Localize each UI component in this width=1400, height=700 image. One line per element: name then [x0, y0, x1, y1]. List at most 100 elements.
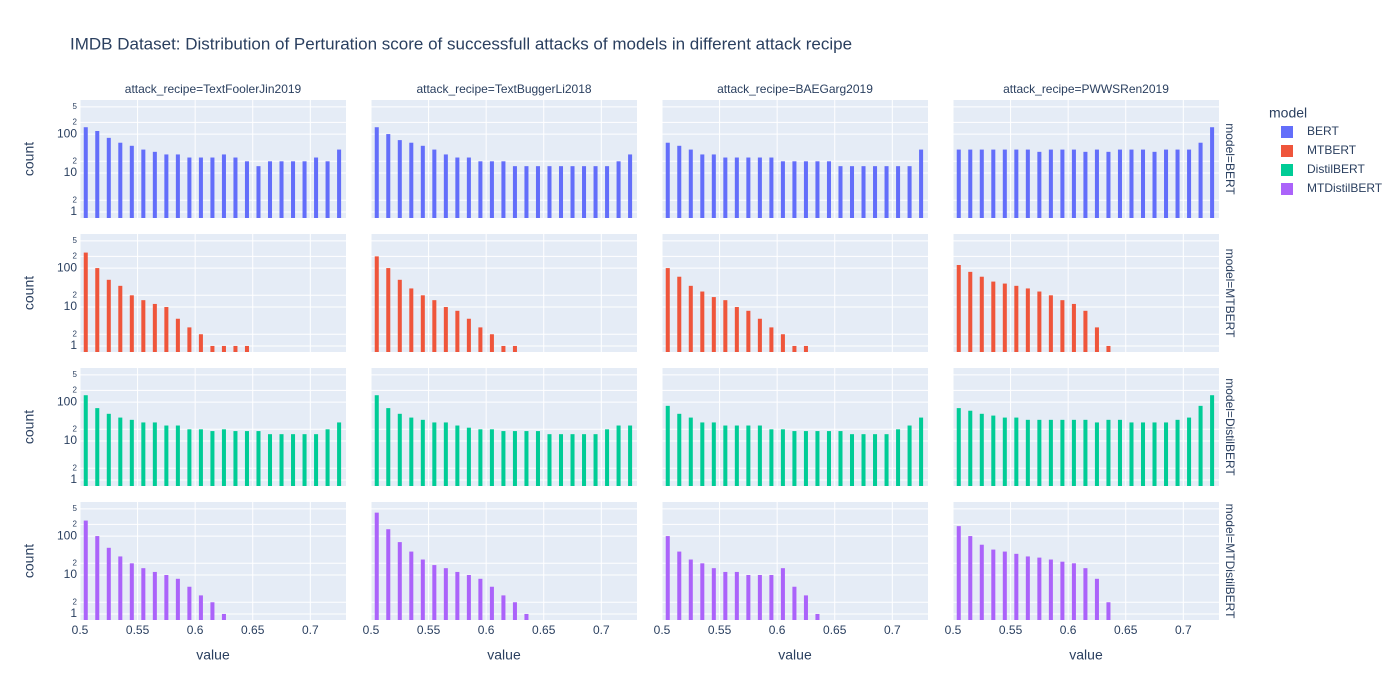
bar — [244, 345, 249, 352]
bar — [409, 417, 414, 486]
bar — [420, 295, 425, 352]
bar — [524, 431, 529, 486]
bar — [83, 127, 88, 218]
y-tick-label: 2 — [73, 117, 78, 126]
y-tick-label: 1 — [70, 606, 77, 620]
y-tick-label: 10 — [64, 165, 78, 179]
legend-label: DistilBERT — [1307, 162, 1365, 176]
bar — [1060, 149, 1065, 218]
bar — [826, 431, 831, 486]
bar — [478, 327, 483, 352]
bar — [106, 413, 111, 486]
bar — [1025, 288, 1030, 352]
bar — [466, 575, 471, 620]
y-tick-label: 2 — [73, 558, 78, 567]
legend-label: MTDistilBERT — [1307, 181, 1383, 195]
bar — [489, 161, 494, 218]
bar — [187, 586, 192, 620]
bar — [1129, 149, 1134, 218]
bar — [83, 395, 88, 486]
x-axis-title: value — [778, 647, 812, 663]
bar — [803, 345, 808, 352]
x-tick-label: 0.55 — [999, 623, 1023, 637]
bar — [605, 166, 610, 218]
bar — [688, 417, 693, 486]
bar — [896, 166, 901, 218]
x-tick-label: 0.6 — [1060, 623, 1077, 637]
bar — [1071, 563, 1076, 620]
bar — [861, 166, 866, 218]
legend-title: model — [1269, 105, 1307, 121]
bar — [118, 142, 123, 218]
bar — [279, 434, 284, 486]
bar — [700, 422, 705, 486]
bar — [757, 157, 762, 218]
bar — [443, 154, 448, 218]
bar — [233, 157, 238, 218]
bar — [267, 434, 273, 486]
bar — [512, 602, 517, 620]
bar — [1025, 419, 1030, 486]
bar — [628, 154, 633, 218]
y-tick-label: 2 — [73, 597, 78, 606]
y-tick-label: 1 — [70, 338, 77, 352]
y-tick-label: 1 — [70, 204, 77, 218]
bar — [210, 157, 215, 218]
bar — [711, 154, 716, 218]
bar — [455, 310, 460, 352]
bar — [677, 145, 682, 218]
chart-title: IMDB Dataset: Distribution of Perturatio… — [70, 34, 852, 53]
x-tick-label: 0.7 — [593, 623, 610, 637]
bar — [187, 429, 192, 486]
x-tick-label: 0.6 — [187, 623, 204, 637]
bar — [1014, 285, 1019, 352]
bar — [409, 288, 414, 352]
bar — [291, 161, 296, 218]
y-tick-label: 2 — [73, 463, 78, 472]
bar — [210, 345, 215, 352]
bar — [302, 434, 307, 486]
bar — [956, 408, 961, 486]
bar — [1083, 568, 1088, 620]
bar — [1060, 419, 1065, 486]
bar — [198, 157, 203, 218]
bar — [420, 145, 425, 218]
bar — [164, 575, 169, 620]
bar — [1037, 291, 1042, 352]
legend-label: BERT — [1307, 124, 1339, 138]
bar — [325, 161, 330, 218]
bar — [397, 542, 402, 620]
bar — [1014, 149, 1019, 218]
bar — [1106, 151, 1111, 218]
bar — [907, 166, 912, 218]
bar — [302, 161, 307, 218]
bar — [968, 536, 973, 620]
bar — [386, 529, 391, 620]
bar — [233, 345, 238, 352]
column-label: attack_recipe=TextFoolerJin2019 — [125, 82, 302, 96]
x-axis-title: value — [487, 647, 521, 663]
bar — [1025, 149, 1030, 218]
bar — [605, 429, 610, 486]
plot-background — [662, 234, 928, 352]
x-tick-label: 0.65 — [532, 623, 556, 637]
bar — [1083, 419, 1088, 486]
bar — [386, 134, 391, 218]
bar — [129, 295, 134, 352]
bar — [792, 161, 797, 218]
x-tick-label: 0.5 — [654, 623, 671, 637]
bar — [1175, 149, 1180, 218]
bar — [397, 279, 402, 352]
y-tick-label: 10 — [64, 299, 78, 313]
bar — [769, 575, 774, 620]
bar — [780, 568, 785, 620]
bar — [1198, 405, 1203, 486]
bar — [501, 431, 506, 486]
plot-background — [80, 502, 346, 620]
bar — [432, 300, 437, 352]
bar — [1037, 557, 1042, 620]
bar — [1187, 149, 1192, 218]
bar — [815, 613, 820, 620]
bar — [210, 431, 215, 486]
